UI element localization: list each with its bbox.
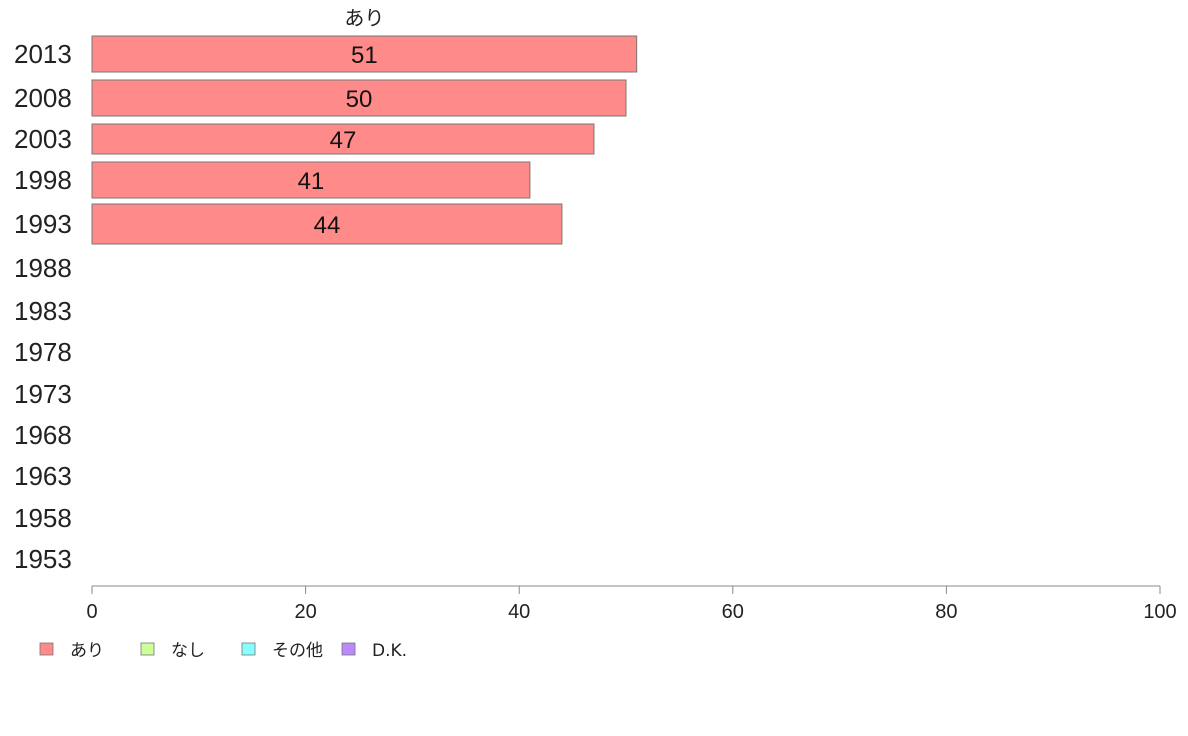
bar-value-label-2013: 51 [351,42,378,69]
legend-swatch-0 [39,642,54,656]
category-label-1958: 1958 [14,503,72,533]
category-label-2003: 2003 [14,124,72,154]
category-label-1963: 1963 [14,461,72,491]
legend-swatch-2 [241,642,256,656]
series-header: あり [344,6,384,30]
bar-value-label-2008: 50 [346,86,373,113]
category-label-1988: 1988 [14,253,72,283]
legend-swatch-3 [341,642,356,656]
category-label-1973: 1973 [14,379,72,409]
x-tick-label-40: 40 [508,601,530,623]
category-label-1993: 1993 [14,209,72,239]
x-tick-label-80: 80 [935,601,957,623]
bar-2008 [91,79,627,117]
bar-value-label-1993: 44 [314,212,341,239]
bar-2013 [91,35,638,73]
x-tick-label-20: 20 [294,601,316,623]
x-tick-label-100: 100 [1143,601,1176,623]
category-label-2013: 2013 [14,39,72,69]
bar-1998 [91,161,531,199]
legend-label-1: なし [171,641,205,661]
legend-label-0: あり [70,641,104,661]
bar-1993 [91,203,563,245]
legend-swatch-1 [140,642,155,656]
bar-2003 [91,123,595,155]
category-label-1968: 1968 [14,420,72,450]
category-label-2008: 2008 [14,83,72,113]
legend-label-3: D.K. [372,641,407,661]
legend-label-2: その他 [272,641,323,661]
category-label-1998: 1998 [14,165,72,195]
category-label-1983: 1983 [14,296,72,326]
x-tick-label-0: 0 [86,601,97,623]
category-label-1978: 1978 [14,337,72,367]
bar-value-label-2003: 47 [330,127,357,154]
category-label-1953: 1953 [14,544,72,574]
x-tick-label-60: 60 [722,601,744,623]
bar-value-label-1998: 41 [298,168,325,195]
